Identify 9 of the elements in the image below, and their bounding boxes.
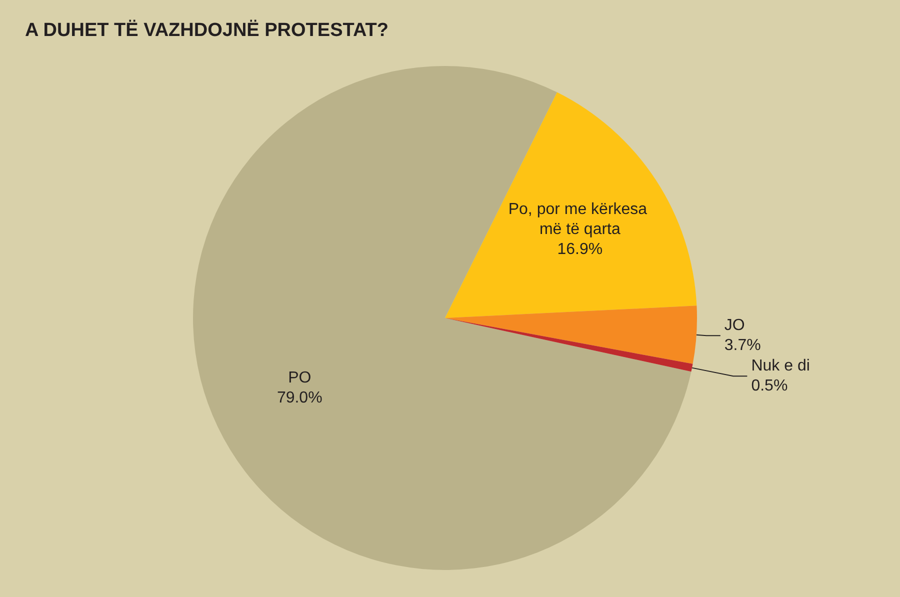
data-label: 0.5% — [751, 378, 788, 395]
slice-label: JO — [724, 317, 745, 334]
slice-label: PO — [288, 369, 312, 386]
slice-label: Po, por me kërkesa më të qarta — [508, 201, 652, 238]
data-label: 16.9% — [557, 241, 603, 258]
data-label: 3.7% — [724, 337, 761, 354]
slice-label: Nuk e di — [751, 358, 810, 375]
chart-title: A DUHET TË VAZHDOJNË PROTESTAT? — [25, 19, 388, 41]
data-label: 79.0% — [276, 389, 322, 406]
